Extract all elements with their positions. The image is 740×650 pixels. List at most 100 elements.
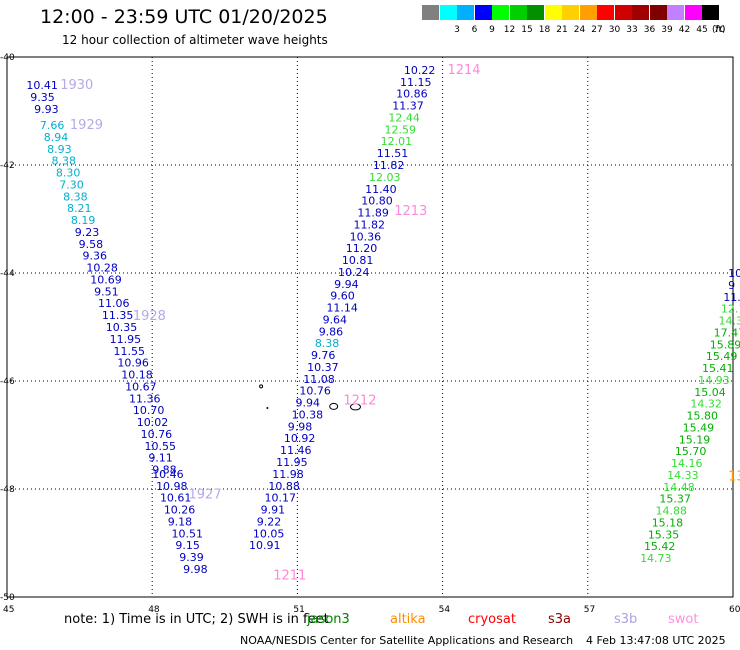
plot-frame xyxy=(6,56,734,598)
y-tick-label: -50 xyxy=(0,593,15,603)
chart-subtitle: 12 hour collection of altimeter wave hei… xyxy=(62,33,328,47)
wave-height-value: 10.05 xyxy=(253,527,285,540)
legend-tick-label: 24 xyxy=(573,25,586,35)
wave-height-value: 8.93 xyxy=(47,143,71,156)
wave-height-value: 11.06 xyxy=(98,297,130,310)
legend-swatch xyxy=(579,5,597,20)
wave-height-value: 10.55 xyxy=(144,440,176,453)
wave-height-value: 10.70 xyxy=(133,404,165,417)
wave-height-value: 10.69 xyxy=(90,273,122,286)
wave-height-value: 9.36 xyxy=(83,250,108,263)
wave-height-value: 9.22 xyxy=(257,515,282,528)
wave-height-value: 15.80 xyxy=(687,410,719,423)
legend-swatch xyxy=(492,5,509,20)
legend-swatch xyxy=(474,5,492,20)
pass-number-label: 1213 xyxy=(394,204,427,219)
satellite-label-s3a: s3a xyxy=(548,612,572,627)
wave-height-value: 10.37 xyxy=(307,361,339,374)
x-tick-label: 51 xyxy=(293,605,304,615)
wave-height-value: 9.86 xyxy=(319,325,344,338)
wave-height-value: 10.86 xyxy=(396,88,428,101)
wave-height-value: 10.28 xyxy=(86,262,118,275)
legend-tick-label: 3 xyxy=(454,25,460,35)
wave-height-value: 10.26 xyxy=(164,504,196,517)
satellite-label-altika: altika xyxy=(390,612,426,627)
pass-number-label: 1214 xyxy=(447,63,480,78)
island-outline xyxy=(259,384,264,389)
y-tick-label: -40 xyxy=(0,53,15,63)
wave-height-value: 10.41 xyxy=(26,79,58,92)
wave-height-value: 10.76 xyxy=(141,428,173,441)
wave-height-value: 12.59 xyxy=(385,123,417,136)
legend-swatch xyxy=(597,5,614,20)
wave-height-value: 10.92 xyxy=(284,432,316,445)
wave-height-value: 9 xyxy=(728,279,735,292)
legend-tick-label: 42 xyxy=(678,25,691,35)
legend-tick-label: 45 xyxy=(696,25,708,35)
wave-height-value: 9.93 xyxy=(34,103,59,116)
wave-height-value: 15.49 xyxy=(706,350,738,363)
legend-tick-label: 12 xyxy=(503,25,516,35)
wave-height-value: 10.17 xyxy=(264,492,296,505)
wave-height-value: 9.94 xyxy=(295,397,320,410)
wave-height-value: 15.49 xyxy=(683,421,715,434)
wave-height-value: 11.35 xyxy=(102,309,134,322)
wave-height-value: 10.67 xyxy=(125,380,157,393)
wave-height-value: 9.11 xyxy=(148,452,173,465)
wave-height-value: 14.48 xyxy=(663,481,695,494)
wave-height-value: 11.82 xyxy=(373,159,405,172)
credit-text: NOAA/NESDIS Center for Satellite Applica… xyxy=(240,634,574,647)
legend-swatch xyxy=(527,5,544,20)
wave-height-value: 11.40 xyxy=(365,183,397,196)
x-tick-label: 45 xyxy=(3,605,14,615)
wave-height-value: 11.36 xyxy=(129,392,161,405)
wave-height-value: 10.18 xyxy=(121,369,153,382)
wave-height-value: 11.46 xyxy=(280,444,312,457)
pass-number-label: 1927 xyxy=(189,487,222,502)
footer-note: note: 1) Time is in UTC; 2) SWH is in fe… xyxy=(64,612,329,627)
legend-swatch xyxy=(509,5,527,20)
wave-height-value: 14.73 xyxy=(640,552,672,565)
wave-height-value: 10.46 xyxy=(152,468,184,481)
wave-height-value: 9.64 xyxy=(323,313,348,326)
wave-height-value: 11. xyxy=(723,291,740,304)
wave-height-value: 9.18 xyxy=(168,515,193,528)
wave-height-value: 8.21 xyxy=(67,202,92,215)
legend-tick-label: 30 xyxy=(608,25,621,35)
wave-height-value: 15.19 xyxy=(679,433,711,446)
legend-tick-label: 33 xyxy=(626,25,638,35)
wave-height-value: 11.14 xyxy=(326,302,358,315)
wave-height-value: 7.30 xyxy=(59,178,84,191)
x-tick-label: 48 xyxy=(148,605,160,615)
wave-height-value: 9.58 xyxy=(79,238,104,251)
legend-swatch xyxy=(667,5,684,20)
wave-height-value: 10.98 xyxy=(156,480,188,493)
satellite-label-s3b: s3b xyxy=(614,612,638,627)
wave-height-value: 10.96 xyxy=(117,357,148,370)
legend-swatch xyxy=(684,5,702,20)
wave-height-value: 12.44 xyxy=(388,111,420,124)
wave-height-value: 14.88 xyxy=(656,505,688,518)
wave-height-value: 9.76 xyxy=(311,349,336,362)
wave-height-value: 10 xyxy=(728,267,740,280)
wave-height-value: 11.98 xyxy=(272,468,304,481)
legend-swatch xyxy=(649,5,667,20)
wave-height-value: 8.38 xyxy=(315,337,340,350)
wave-height-value: 14.32 xyxy=(690,398,722,411)
wave-height-value: 15.70 xyxy=(675,445,707,458)
wave-height-value: 9.98 xyxy=(183,563,208,576)
wave-height-value: 11.95 xyxy=(110,333,142,346)
wave-height-value: 9.98 xyxy=(288,420,313,433)
y-tick-label: -44 xyxy=(0,269,15,279)
legend-tick-label: 15 xyxy=(521,25,533,35)
legend-tick-label: 27 xyxy=(591,25,603,35)
island-outline xyxy=(329,402,339,410)
island-outline xyxy=(266,407,269,409)
wave-height-value: 11.37 xyxy=(392,100,424,113)
wave-height-value: 17.47 xyxy=(714,326,740,339)
wave-height-value: 9.60 xyxy=(330,290,355,303)
wave-height-value: 9.39 xyxy=(179,551,204,564)
island-outline xyxy=(349,403,361,411)
legend-tick-label: 36 xyxy=(643,25,656,35)
